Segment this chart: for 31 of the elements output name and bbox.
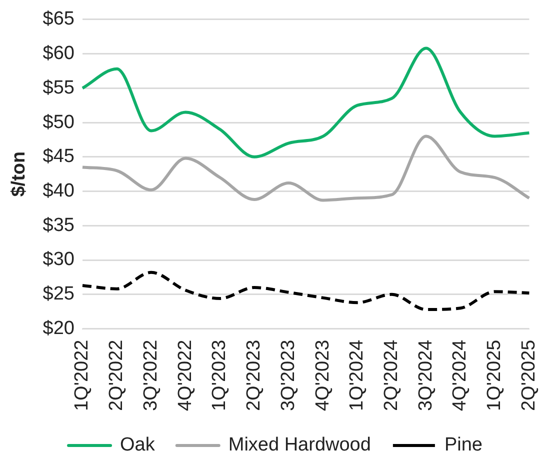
legend-label: Oak: [120, 434, 156, 456]
x-tick-label: 1Q'2023: [209, 340, 230, 412]
x-tick-label: 2Q'2024: [380, 339, 402, 412]
y-tick-label: $40: [42, 180, 74, 202]
x-tick-label: 3Q'2024: [415, 339, 436, 412]
y-tick-label: $45: [42, 146, 74, 168]
y-tick-label: $30: [42, 249, 74, 270]
line-series: [81, 46, 531, 158]
x-tick-label: 4Q'2022: [174, 340, 196, 412]
y-tick-label: $35: [42, 214, 74, 236]
x-tick-label: 4Q'2024: [450, 339, 471, 412]
x-tick-label: 4Q'2023: [312, 340, 334, 412]
line-series: [81, 270, 531, 312]
legend-label: Pine: [444, 434, 482, 456]
y-tick-label: $55: [42, 77, 74, 98]
x-tick-label: 1Q'2022: [72, 340, 93, 412]
y-tick-label: $50: [42, 112, 74, 133]
y-tick-label: $65: [42, 8, 74, 30]
x-tick-label: 2Q'2022: [106, 340, 128, 412]
legend-label: Mixed Hardwood: [228, 434, 371, 456]
x-tick-label: 3Q'2023: [278, 340, 299, 412]
y-tick-label: $20: [42, 318, 74, 339]
y-tick-label: $60: [42, 43, 74, 64]
x-tick-label: 1Q'2025: [484, 340, 506, 412]
x-tick-label: 3Q'2022: [140, 340, 162, 412]
y-tick-label: $25: [42, 284, 74, 305]
x-tick-label: 2Q'2025: [518, 340, 540, 412]
x-tick-label: 2Q'2023: [244, 340, 265, 412]
x-tick-label: 1Q'2024: [346, 339, 368, 412]
y-axis-title: $/ton: [8, 151, 30, 197]
line-series: [81, 134, 531, 202]
